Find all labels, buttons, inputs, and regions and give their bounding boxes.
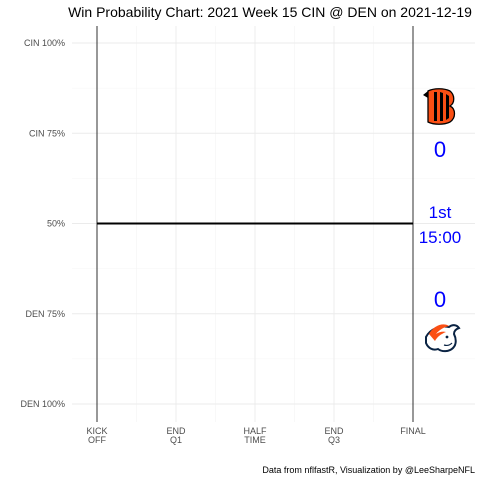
chart-caption: Data from nflfastR, Visualization by @Le… — [262, 465, 475, 475]
broncos-logo — [425, 324, 461, 353]
bengals-logo — [423, 88, 456, 125]
y-tick-label: DEN 100% — [20, 399, 65, 409]
game-clock: 15:00 — [419, 228, 462, 247]
y-tick-label: 50% — [47, 219, 65, 229]
home-score: 0 — [434, 287, 446, 312]
y-axis-ticks: CIN 100% CIN 75% 50% DEN 75% DEN 100% — [20, 38, 65, 409]
quarter-label: 1st — [429, 203, 452, 222]
x-tick-label: KICK OFF — [86, 426, 107, 445]
y-tick-label: CIN 100% — [24, 38, 65, 48]
x-tick-label: FINAL — [400, 426, 426, 436]
away-score: 0 — [434, 137, 446, 162]
x-tick-label: END Q1 — [166, 426, 186, 445]
x-tick-label: END Q3 — [324, 426, 344, 445]
x-axis-ticks: KICK OFF END Q1 HALF TIME END Q3 FINAL — [86, 426, 425, 445]
chart-title: Win Probability Chart: 2021 Week 15 CIN … — [68, 4, 472, 20]
y-tick-label: CIN 75% — [29, 128, 65, 138]
x-tick-label: HALF TIME — [243, 426, 267, 445]
y-tick-label: DEN 75% — [25, 309, 65, 319]
